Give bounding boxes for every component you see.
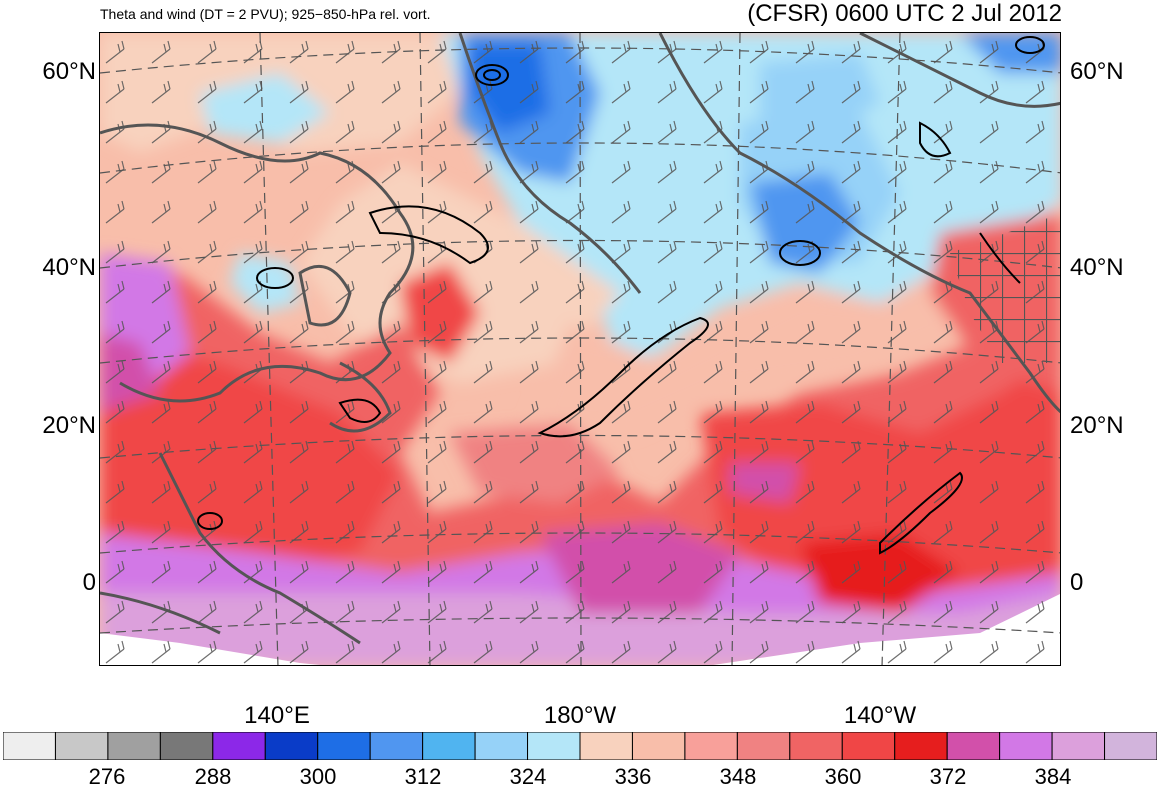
colorbar-label-312: 312 <box>404 764 442 789</box>
lat-label-40n-left: 40°N <box>42 254 96 281</box>
lat-label-0-left: 0 <box>82 569 96 596</box>
colorbar-swatches <box>2 731 1158 761</box>
lon-label-140e: 140°E <box>244 702 310 729</box>
map-title-left: Theta and wind (DT = 2 PVU); 925−850-hPa… <box>100 6 431 22</box>
colorbar-swatch <box>474 731 529 761</box>
colorbar-swatch <box>107 731 161 761</box>
colorbar-swatch <box>369 731 424 761</box>
colorbar-swatch <box>212 731 266 761</box>
lon-label-180w: 180°W <box>543 702 617 729</box>
colorbar-swatch <box>2 731 56 761</box>
graticule <box>100 33 1060 665</box>
lat-label-20n-left: 20°N <box>42 412 96 439</box>
colorbar-swatch <box>527 731 581 761</box>
hatched-region <box>950 213 1060 363</box>
colorbar-swatch <box>579 731 633 761</box>
lon-label-140w: 140°W <box>843 702 917 729</box>
theta-map-panel <box>99 32 1061 666</box>
colorbar-swatch <box>789 731 843 761</box>
colorbar-label-300: 300 <box>299 764 337 789</box>
colorbar-swatch <box>894 731 948 761</box>
vorticity-contours <box>197 36 1045 555</box>
colorbar-label-288: 288 <box>194 764 232 789</box>
colorbar-label-360: 360 <box>824 764 862 789</box>
colorbar-swatch <box>946 731 1001 761</box>
lat-label-20n-right: 20°N <box>1070 412 1124 439</box>
colorbar-label-372: 372 <box>929 764 967 789</box>
map-title-right: (CFSR) 0600 UTC 2 Jul 2012 <box>747 0 1062 27</box>
colorbar-label-276: 276 <box>88 764 126 789</box>
colorbar-swatch <box>736 731 791 761</box>
colorbar-label-384: 384 <box>1034 764 1072 789</box>
wind-barbs <box>100 33 1060 665</box>
lat-label-0-right: 0 <box>1070 569 1084 596</box>
lat-label-60n-right: 60°N <box>1070 58 1124 85</box>
colorbar-swatch <box>422 731 476 761</box>
colorbar-swatch <box>159 731 214 761</box>
colorbar-label-336: 336 <box>614 764 652 789</box>
colorbar-swatch <box>317 731 371 761</box>
colorbar-swatch <box>264 731 319 761</box>
colorbar-label-348: 348 <box>719 764 757 789</box>
colorbar-swatch <box>999 731 1053 761</box>
lat-label-40n-right: 40°N <box>1070 254 1124 281</box>
lat-label-60n-left: 60°N <box>42 58 96 85</box>
coastlines <box>100 33 1060 645</box>
colorbar-swatch <box>54 731 109 761</box>
colorbar-swatch <box>1051 731 1106 761</box>
colorbar-swatch <box>841 731 896 761</box>
map-canvas <box>100 33 1060 665</box>
colorbar-label-324: 324 <box>509 764 547 789</box>
colorbar-swatch <box>1104 731 1158 761</box>
colorbar-swatch <box>631 731 686 761</box>
theta-colorbar <box>2 731 1158 761</box>
colorbar-swatch <box>684 731 738 761</box>
